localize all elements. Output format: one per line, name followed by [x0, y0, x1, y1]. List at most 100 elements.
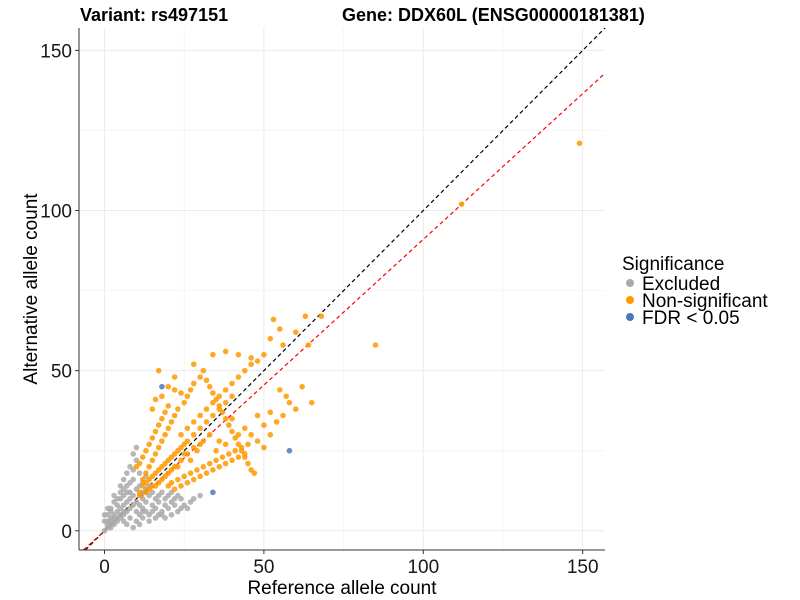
data-point — [200, 367, 207, 374]
data-point — [130, 476, 136, 483]
axes — [78, 28, 605, 551]
data-point — [286, 447, 293, 454]
data-point — [178, 431, 184, 438]
data-point — [226, 451, 232, 457]
data-point — [155, 444, 162, 451]
data-point — [206, 383, 213, 390]
legend-swatch-non-significant — [626, 296, 634, 304]
y-tick-label: 100 — [40, 202, 72, 223]
data-point — [127, 489, 133, 496]
data-point — [184, 479, 191, 486]
data-point — [305, 342, 312, 348]
legend-label-fdr: FDR < 0.05 — [642, 308, 740, 329]
data-point — [190, 361, 197, 368]
data-point — [136, 470, 143, 476]
data-point — [152, 483, 159, 489]
data-point — [235, 454, 242, 460]
data-point — [139, 508, 146, 515]
y-tick-label: 150 — [40, 41, 72, 62]
data-point — [229, 415, 235, 422]
y-axis-label: Alternative allele count — [21, 193, 42, 385]
data-point — [241, 425, 248, 432]
x-axis-label: Reference allele count — [247, 578, 437, 599]
data-point — [216, 463, 223, 470]
data-point — [101, 511, 108, 518]
data-point — [181, 399, 187, 406]
data-point — [210, 467, 216, 473]
x-tick-label: 50 — [253, 557, 274, 578]
data-point — [190, 419, 197, 425]
data-point — [149, 406, 156, 412]
data-point — [152, 396, 159, 403]
data-point — [159, 383, 165, 390]
data-point — [241, 367, 248, 374]
data-point — [222, 460, 229, 467]
data-point — [210, 412, 216, 419]
data-point — [139, 476, 146, 483]
reference-line — [83, 72, 606, 551]
data-point — [222, 348, 229, 355]
data-point — [194, 467, 200, 473]
data-point — [120, 476, 127, 483]
data-point — [245, 441, 251, 448]
data-point — [143, 499, 149, 505]
data-point — [248, 431, 254, 438]
data-point — [254, 358, 261, 364]
data-point — [222, 387, 229, 393]
data-point — [162, 409, 168, 416]
legend-label-excluded: Excluded — [642, 274, 720, 295]
data-point — [372, 342, 379, 348]
y-tick-label: 0 — [61, 522, 72, 543]
data-point — [576, 140, 583, 147]
data-point — [171, 387, 178, 393]
legend: Significance Excluded Non-significant FD… — [622, 254, 768, 329]
data-point — [203, 470, 210, 476]
data-point — [197, 412, 203, 419]
data-point — [190, 495, 197, 502]
data-point — [133, 463, 140, 470]
series-non-significant — [133, 140, 583, 499]
data-point — [168, 479, 175, 486]
data-point — [210, 390, 216, 396]
data-point — [286, 399, 293, 406]
data-point — [178, 390, 184, 396]
data-point — [184, 393, 191, 400]
data-point — [111, 492, 117, 499]
data-point — [261, 351, 267, 358]
data-point — [232, 447, 239, 454]
data-point — [229, 380, 235, 387]
data-point — [280, 412, 286, 419]
data-point — [175, 406, 181, 412]
data-point — [184, 438, 191, 444]
data-point — [152, 451, 159, 457]
x-tick-label: 0 — [99, 557, 110, 578]
data-point — [277, 326, 283, 332]
data-point — [261, 422, 267, 428]
chart-title-left: Variant: rs497151 — [80, 5, 228, 25]
data-point — [308, 399, 315, 406]
data-point — [203, 406, 210, 412]
data-point — [206, 431, 213, 438]
data-point — [162, 515, 168, 521]
x-tick-label: 100 — [407, 557, 439, 578]
data-point — [120, 508, 127, 515]
data-point — [149, 457, 156, 464]
reference-lines — [83, 27, 606, 551]
data-point — [155, 367, 162, 374]
data-point — [127, 515, 133, 521]
data-point — [187, 457, 194, 464]
data-point — [165, 505, 172, 512]
data-point — [267, 431, 274, 438]
data-point — [171, 463, 178, 470]
data-point — [222, 399, 229, 406]
data-point — [197, 425, 203, 432]
data-point — [200, 463, 207, 470]
data-point — [127, 463, 133, 470]
data-point — [280, 342, 286, 348]
data-point — [133, 444, 140, 451]
data-point — [251, 470, 258, 476]
data-point — [162, 431, 168, 438]
data-point — [178, 505, 184, 512]
data-point — [235, 431, 242, 438]
